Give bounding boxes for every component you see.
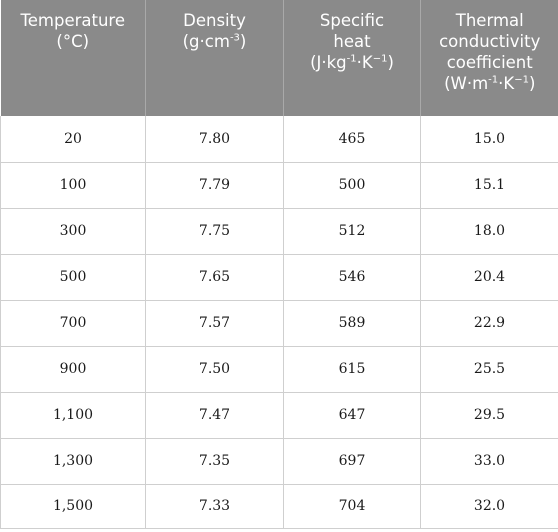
header-unit: (g·cm-3) [182,32,247,51]
header-line: heat [333,32,371,51]
cell-thermal-conductivity: 25.5 [420,346,558,393]
table-row: 100 7.79 500 15.1 [0,162,558,209]
table-body: 20 7.80 465 15.0 100 7.79 500 15.1 300 7… [0,116,558,529]
header-specific-heat: Specific heat (J·kg-1·K−1) [283,0,421,116]
header-line: (°C) [56,32,90,51]
cell-temperature: 20 [0,116,146,163]
cell-thermal-conductivity: 20.4 [420,254,558,301]
header-line: Density [183,11,246,30]
cell-thermal-conductivity: 32.0 [420,484,558,529]
cell-specific-heat: 512 [283,208,421,255]
header-unit: (J·kg-1·K−1) [310,53,394,72]
cell-density: 7.47 [145,392,284,439]
header-line: Temperature [20,11,126,30]
cell-density: 7.80 [145,116,284,163]
cell-thermal-conductivity: 29.5 [420,392,558,439]
cell-temperature: 100 [0,162,146,209]
cell-density: 7.57 [145,300,284,347]
header-line: conductivity [439,32,541,51]
table-row: 700 7.57 589 22.9 [0,300,558,347]
cell-specific-heat: 704 [283,484,421,529]
cell-density: 7.65 [145,254,284,301]
cell-thermal-conductivity: 15.0 [420,116,558,163]
cell-specific-heat: 647 [283,392,421,439]
header-thermal-conductivity: Thermal conductivity coefficient (W·m-1·… [420,0,558,116]
cell-thermal-conductivity: 15.1 [420,162,558,209]
cell-specific-heat: 615 [283,346,421,393]
cell-specific-heat: 465 [283,116,421,163]
header-row: Temperature (°C) Density (g·cm-3) Specif… [0,0,558,116]
cell-temperature: 700 [0,300,146,347]
cell-temperature: 1,100 [0,392,146,439]
table-row: 1,100 7.47 647 29.5 [0,392,558,439]
cell-specific-heat: 697 [283,438,421,485]
table-row: 1,300 7.35 697 33.0 [0,438,558,485]
header-line: Specific [319,11,385,30]
cell-thermal-conductivity: 22.9 [420,300,558,347]
header-density: Density (g·cm-3) [145,0,284,116]
header-line: Thermal [455,11,524,30]
cell-specific-heat: 589 [283,300,421,347]
cell-density: 7.50 [145,346,284,393]
cell-density: 7.35 [145,438,284,485]
cell-temperature: 900 [0,346,146,393]
header-line: coefficient [446,53,533,72]
cell-temperature: 1,500 [0,484,146,529]
cell-temperature: 500 [0,254,146,301]
cell-temperature: 300 [0,208,146,255]
cell-density: 7.33 [145,484,284,529]
cell-thermal-conductivity: 18.0 [420,208,558,255]
header-temperature: Temperature (°C) [0,0,146,116]
cell-density: 7.79 [145,162,284,209]
table-row: 500 7.65 546 20.4 [0,254,558,301]
table-row: 300 7.75 512 18.0 [0,208,558,255]
cell-thermal-conductivity: 33.0 [420,438,558,485]
cell-specific-heat: 546 [283,254,421,301]
header-unit: (W·m-1·K−1) [444,74,536,93]
table-row: 1,500 7.33 704 32.0 [0,484,558,529]
table-row: 20 7.80 465 15.0 [0,116,558,163]
table-header: Temperature (°C) Density (g·cm-3) Specif… [0,0,558,116]
cell-density: 7.75 [145,208,284,255]
table-row: 900 7.50 615 25.5 [0,346,558,393]
cell-temperature: 1,300 [0,438,146,485]
cell-specific-heat: 500 [283,162,421,209]
